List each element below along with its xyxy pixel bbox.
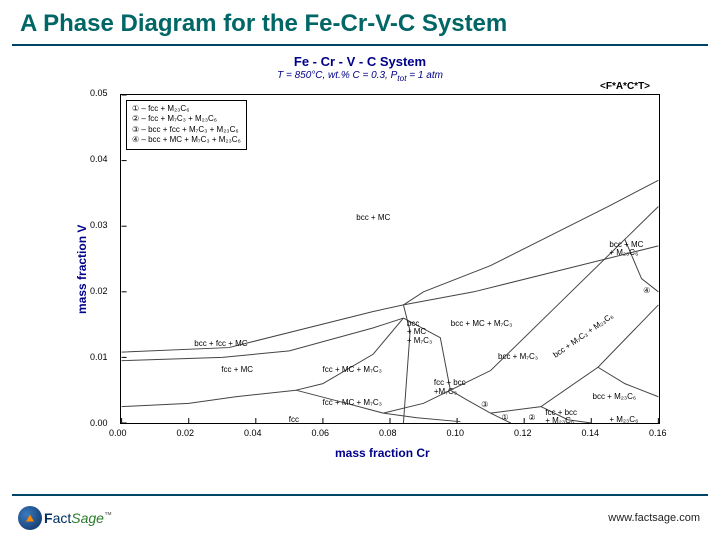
region-label: fcc + MC + M₇C₃ xyxy=(323,399,382,407)
y-tick-label: 0.00 xyxy=(90,418,108,428)
chart-annotation: <F*A*C*T> xyxy=(600,81,650,92)
logo-sage: Sage xyxy=(71,510,104,526)
y-tick-label: 0.03 xyxy=(90,220,108,230)
x-tick-label: 0.08 xyxy=(379,428,397,438)
x-tick-label: 0.14 xyxy=(582,428,600,438)
legend-item: ④ – bcc + MC + M₇C₃ + M₂₃C₆ xyxy=(132,135,241,145)
region-label: bcc + fcc + MC xyxy=(194,340,247,348)
x-tick-label: 0.10 xyxy=(447,428,465,438)
x-tick-label: 0.16 xyxy=(649,428,667,438)
region-label: ④ xyxy=(643,287,650,295)
region-label: fcc xyxy=(289,416,299,424)
region-label: bcc + MC + M₇C₃ xyxy=(451,320,513,328)
region-label: ③ xyxy=(481,401,488,409)
logo-text: FactSage™ xyxy=(44,510,112,526)
slide-title: A Phase Diagram for the Fe-Cr-V-C System xyxy=(0,0,720,44)
x-tick-label: 0.04 xyxy=(244,428,262,438)
y-tick-label: 0.02 xyxy=(90,286,108,296)
y-tick-label: 0.05 xyxy=(90,88,108,98)
region-label: ② xyxy=(528,414,535,422)
logo-icon xyxy=(18,506,42,530)
region-label: bcc + MC+ M₂₃C₆ xyxy=(609,241,643,258)
region-label: bcc + M₇C₃ xyxy=(498,353,538,361)
y-tick-label: 0.04 xyxy=(90,154,108,164)
legend-box: ① – fcc + M₂₃C₆② – fcc + M₇C₃ + M₂₃C₆③ –… xyxy=(126,100,247,150)
logo-f: F xyxy=(44,510,53,526)
footer-url: www.factsage.com xyxy=(608,512,700,524)
x-tick-label: 0.02 xyxy=(177,428,195,438)
x-tick-label: 0.12 xyxy=(514,428,532,438)
region-label: bcc + MC xyxy=(356,214,390,222)
y-axis-label: mass fraction V xyxy=(75,225,89,314)
x-tick-label: 0.06 xyxy=(312,428,330,438)
region-label: bcc + M₂₃C₆ xyxy=(593,393,637,401)
logo-tm: ™ xyxy=(104,510,112,519)
region-label: fcc + MC + M₇C₃ xyxy=(323,366,382,374)
logo: FactSage™ xyxy=(18,506,112,530)
region-label: bcc+ MC+ M₇C₃ xyxy=(407,320,432,345)
y-tick-label: 0.01 xyxy=(90,352,108,362)
footer-divider xyxy=(12,494,708,496)
title-divider xyxy=(12,44,708,46)
chart-container: Fe - Cr - V - C System T = 850°C, wt.% C… xyxy=(40,54,680,474)
x-tick-label: 0.00 xyxy=(109,428,127,438)
chart-subtitle: T = 850°C, wt.% C = 0.3, Ptot = 1 atm xyxy=(40,70,680,83)
region-label: fcc + MC xyxy=(221,366,253,374)
x-axis-label: mass fraction Cr xyxy=(335,446,430,460)
legend-item: ② – fcc + M₇C₃ + M₂₃C₆ xyxy=(132,114,241,124)
region-label: fcc + bcc+M₇C₃ xyxy=(434,379,466,396)
logo-act: act xyxy=(53,510,72,526)
legend-item: ③ – bcc + fcc + M₇C₃ + M₂₃C₆ xyxy=(132,125,241,135)
region-label: ① xyxy=(501,414,508,422)
subtitle-text: T = 850°C, wt.% C = 0.3, Ptot = 1 atm xyxy=(277,70,443,81)
region-label: + M₂₃C₆ xyxy=(609,416,638,424)
region-label: fcc + bcc+ M₂₃C₆ xyxy=(545,409,577,426)
legend-item: ① – fcc + M₂₃C₆ xyxy=(132,104,241,114)
chart-title: Fe - Cr - V - C System xyxy=(40,54,680,69)
